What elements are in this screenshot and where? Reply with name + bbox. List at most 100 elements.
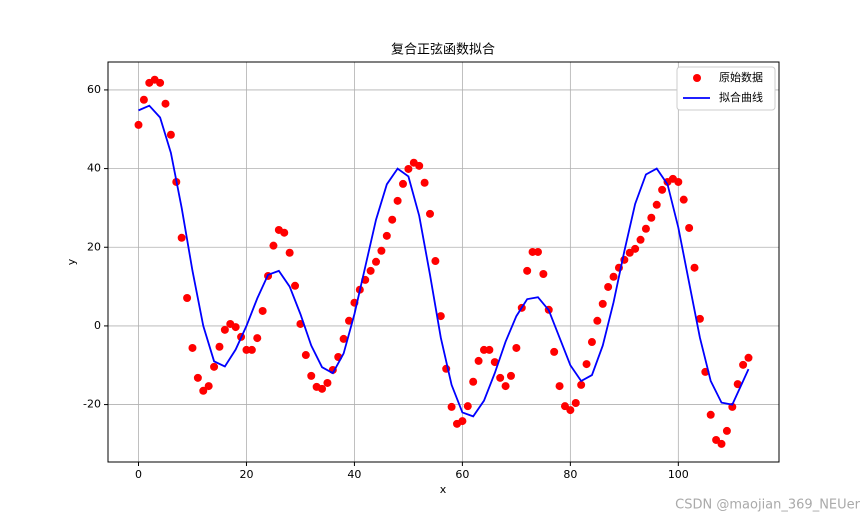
data-point xyxy=(496,373,505,382)
x-axis-label: x xyxy=(440,483,447,496)
data-point xyxy=(258,306,267,315)
y-tick-label: 0 xyxy=(94,319,101,332)
data-point xyxy=(533,247,542,256)
x-tick-label: 0 xyxy=(135,468,142,481)
data-point xyxy=(193,373,202,382)
y-axis-label: y xyxy=(65,258,78,265)
data-point xyxy=(426,209,435,218)
data-point xyxy=(469,377,478,386)
data-point xyxy=(447,402,456,411)
data-point xyxy=(204,382,213,391)
data-point xyxy=(571,399,580,408)
data-point xyxy=(404,164,413,173)
x-tick-label: 100 xyxy=(668,468,689,481)
data-point xyxy=(690,263,699,272)
data-point xyxy=(377,246,386,255)
data-point xyxy=(291,281,300,290)
data-point xyxy=(431,257,440,266)
x-tick-label: 40 xyxy=(347,468,361,481)
data-point xyxy=(706,410,715,419)
data-point xyxy=(566,406,575,415)
data-point xyxy=(366,266,375,275)
data-point xyxy=(593,316,602,325)
data-point xyxy=(231,323,240,332)
data-point xyxy=(307,371,316,380)
x-tick-label: 60 xyxy=(455,468,469,481)
y-tick-label: 40 xyxy=(87,162,101,175)
data-point xyxy=(587,338,596,347)
data-point xyxy=(166,130,175,139)
data-point xyxy=(399,179,408,188)
data-point xyxy=(388,215,397,224)
data-point xyxy=(345,316,354,325)
data-point xyxy=(372,257,381,266)
data-point xyxy=(318,384,327,393)
data-point xyxy=(539,269,548,278)
data-point xyxy=(717,439,726,448)
data-point xyxy=(577,380,586,389)
data-point xyxy=(733,380,742,389)
data-point xyxy=(301,351,310,360)
data-point xyxy=(139,95,148,104)
data-point xyxy=(382,231,391,240)
data-point xyxy=(323,378,332,387)
data-point xyxy=(647,213,656,222)
data-point xyxy=(744,353,753,362)
watermark: CSDN @maojian_369_NEUer xyxy=(675,498,860,513)
data-point xyxy=(506,371,515,380)
data-point xyxy=(458,417,467,426)
data-point xyxy=(501,382,510,391)
data-point xyxy=(393,196,402,205)
x-tick-label: 20 xyxy=(239,468,253,481)
data-point xyxy=(685,223,694,232)
data-point xyxy=(199,386,208,395)
y-tick-label: 20 xyxy=(87,240,101,253)
data-point xyxy=(285,248,294,257)
legend-marker xyxy=(693,74,701,82)
data-point xyxy=(210,362,219,371)
legend-box xyxy=(676,66,776,111)
data-point xyxy=(512,343,521,352)
data-point xyxy=(722,426,731,435)
data-point xyxy=(436,312,445,321)
data-point xyxy=(247,345,256,354)
data-point xyxy=(604,282,613,291)
fit-line xyxy=(138,104,750,418)
data-point xyxy=(280,228,289,237)
data-point xyxy=(652,200,661,209)
data-point xyxy=(695,314,704,323)
data-point xyxy=(582,360,591,369)
data-point xyxy=(215,342,224,351)
y-tick-label: 60 xyxy=(87,83,101,96)
data-point xyxy=(220,325,229,334)
data-point xyxy=(474,356,483,365)
data-point xyxy=(658,185,667,194)
data-point xyxy=(609,272,618,281)
chart-title: 复合正弦函数拟合 xyxy=(391,42,495,58)
data-point xyxy=(177,233,186,242)
data-point xyxy=(636,235,645,244)
data-point xyxy=(463,402,472,411)
y-tick-label: -20 xyxy=(83,398,101,411)
data-point xyxy=(631,244,640,253)
data-point xyxy=(555,382,564,391)
data-point xyxy=(420,178,429,187)
legend-label: 拟合曲线 xyxy=(719,90,763,104)
data-point xyxy=(550,347,559,356)
data-point xyxy=(156,78,165,87)
data-point xyxy=(523,266,532,275)
data-point xyxy=(134,120,143,129)
data-point xyxy=(183,293,192,302)
data-point xyxy=(674,177,683,186)
data-point xyxy=(641,224,650,233)
data-point xyxy=(415,161,424,170)
data-point xyxy=(339,334,348,343)
data-point xyxy=(598,299,607,308)
legend-label: 原始数据 xyxy=(719,70,763,84)
data-point xyxy=(253,334,262,343)
data-point xyxy=(679,195,688,204)
data-point xyxy=(269,241,278,250)
data-point xyxy=(188,343,197,352)
data-point xyxy=(485,345,494,354)
